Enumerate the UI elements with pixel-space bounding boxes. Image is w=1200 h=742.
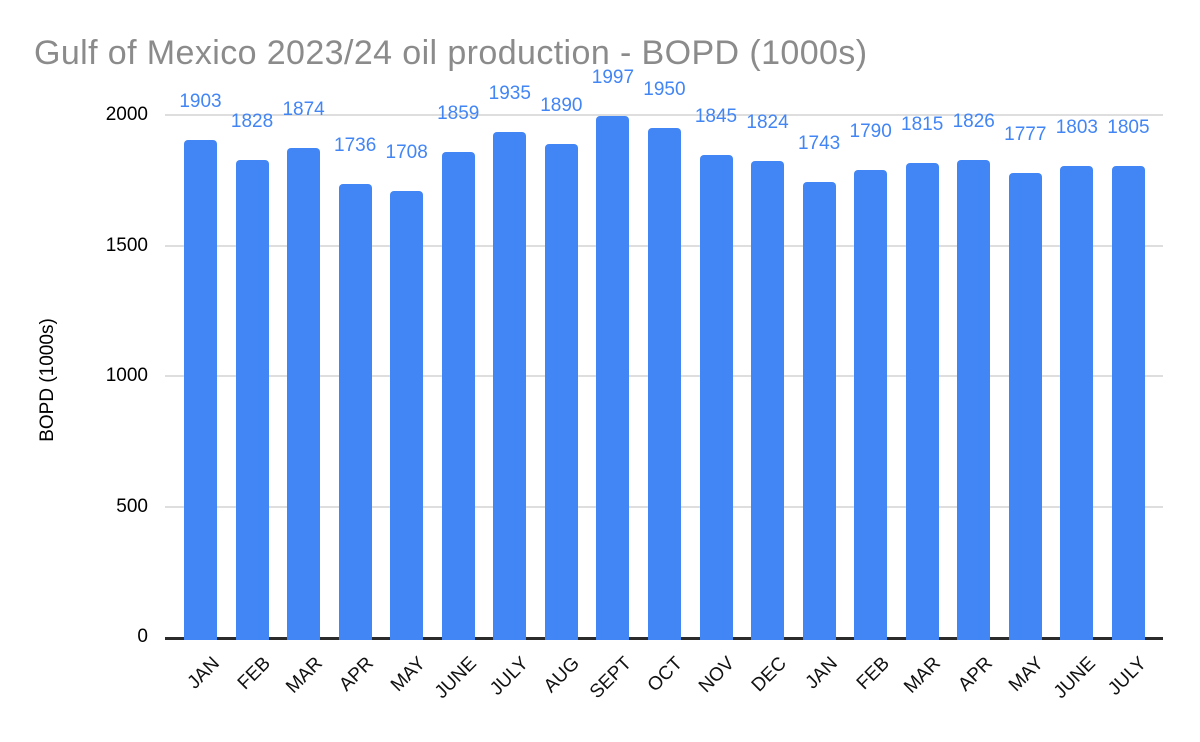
y-axis-tick-label: 0 [137, 626, 148, 647]
bar [1111, 165, 1145, 640]
bar [287, 147, 321, 640]
bar [647, 128, 681, 640]
bar [338, 183, 372, 640]
bar [751, 160, 785, 640]
bar-value-label: 1803 [1055, 117, 1098, 139]
bar [493, 131, 527, 640]
bar [390, 191, 424, 640]
bar-value-label: 1874 [282, 98, 325, 120]
y-axis-title: BOPD (1000s) [37, 318, 58, 442]
gridline [165, 114, 1163, 116]
bar-value-label: 1828 [230, 110, 274, 132]
chart-title: Gulf of Mexico 2023/24 oil production - … [34, 34, 868, 72]
bar [802, 182, 836, 640]
bar [596, 115, 630, 640]
bar [184, 140, 217, 640]
bar-value-label: 1845 [694, 106, 738, 128]
bar [544, 143, 578, 640]
bar-value-label: 1790 [849, 120, 892, 142]
y-axis-tick-label: 500 [116, 495, 148, 517]
bar-value-label: 1950 [643, 79, 686, 101]
bar [1060, 166, 1094, 640]
bar-value-label: 1708 [385, 142, 428, 164]
bar [699, 155, 733, 640]
bar-value-label: 1743 [797, 133, 841, 155]
bar [854, 169, 888, 640]
bar [957, 160, 991, 640]
bar-value-label: 1890 [540, 94, 583, 116]
bar [235, 159, 269, 640]
bar-value-label: 1736 [334, 134, 377, 156]
y-axis-tick-label: 1000 [105, 365, 148, 386]
bar-value-label: 1903 [179, 91, 222, 113]
bar-value-label: 1997 [591, 66, 635, 88]
y-axis-tick-label: 2000 [105, 104, 148, 125]
bar [441, 151, 475, 640]
bar-value-label: 1815 [901, 114, 944, 136]
bar-value-label: 1824 [746, 111, 789, 133]
bar [1008, 173, 1042, 640]
bar-value-label: 1777 [1004, 124, 1047, 146]
bar [905, 163, 939, 640]
bar-value-label: 1859 [437, 102, 480, 124]
bar-value-label: 1826 [952, 111, 995, 133]
y-axis-tick-label: 1500 [105, 234, 148, 256]
bar-value-label: 1805 [1107, 116, 1150, 138]
bar-value-label: 1935 [488, 82, 531, 104]
